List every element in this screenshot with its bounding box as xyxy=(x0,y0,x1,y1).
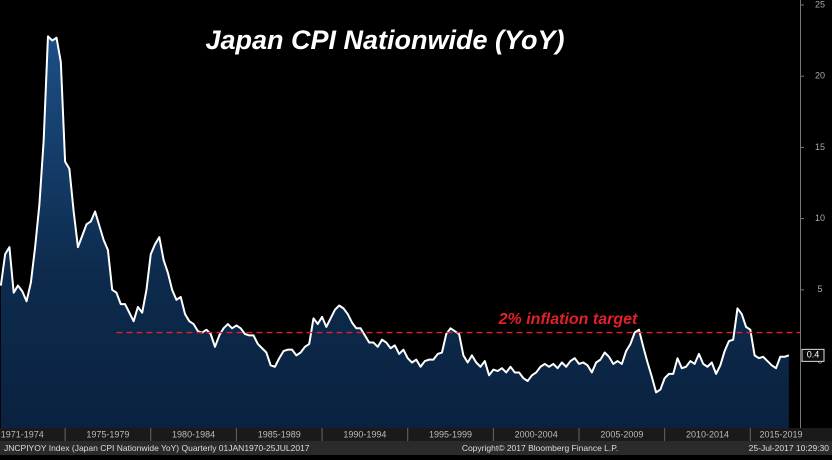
chart-title: Japan CPI Nationwide (YoY) xyxy=(205,25,564,55)
footer-left: JNCPIYOY Index (Japan CPI Nationwide YoY… xyxy=(4,443,310,453)
area xyxy=(0,36,789,429)
x-tick-label: 2010-2014 xyxy=(686,429,729,439)
x-axis-band xyxy=(0,428,832,441)
y-tick-label: 15 xyxy=(815,142,825,152)
reference-line-label: 2% inflation target xyxy=(498,311,638,328)
line xyxy=(0,35,790,394)
y-tick-label: 10 xyxy=(815,213,825,223)
x-tick-label: 1971-1974 xyxy=(1,429,44,439)
y-tick-label: 5 xyxy=(817,284,822,294)
plot-area xyxy=(0,35,790,429)
last-value-label: 0.4 xyxy=(807,350,820,360)
footer-band xyxy=(0,441,832,455)
last-value-box xyxy=(801,348,825,362)
y-tick-label: 25 xyxy=(815,0,825,9)
footer-center: Copyright© 2017 Bloomberg Finance L.P. xyxy=(462,443,618,453)
x-tick-label: 1985-1989 xyxy=(258,429,301,439)
x-tick-label: 1980-1984 xyxy=(172,429,215,439)
y-tick-label: 20 xyxy=(815,71,825,81)
footer-right: 25-Jul-2017 10:29:30 xyxy=(749,443,830,453)
x-tick-label: 1990-1994 xyxy=(343,429,386,439)
x-tick-label: 2015-2019 xyxy=(759,429,802,439)
x-tick-label: 1995-1999 xyxy=(429,429,472,439)
x-tick-label: 2005-2009 xyxy=(600,429,643,439)
x-tick-label: 2000-2004 xyxy=(515,429,558,439)
x-tick-label: 1975-1979 xyxy=(86,429,129,439)
